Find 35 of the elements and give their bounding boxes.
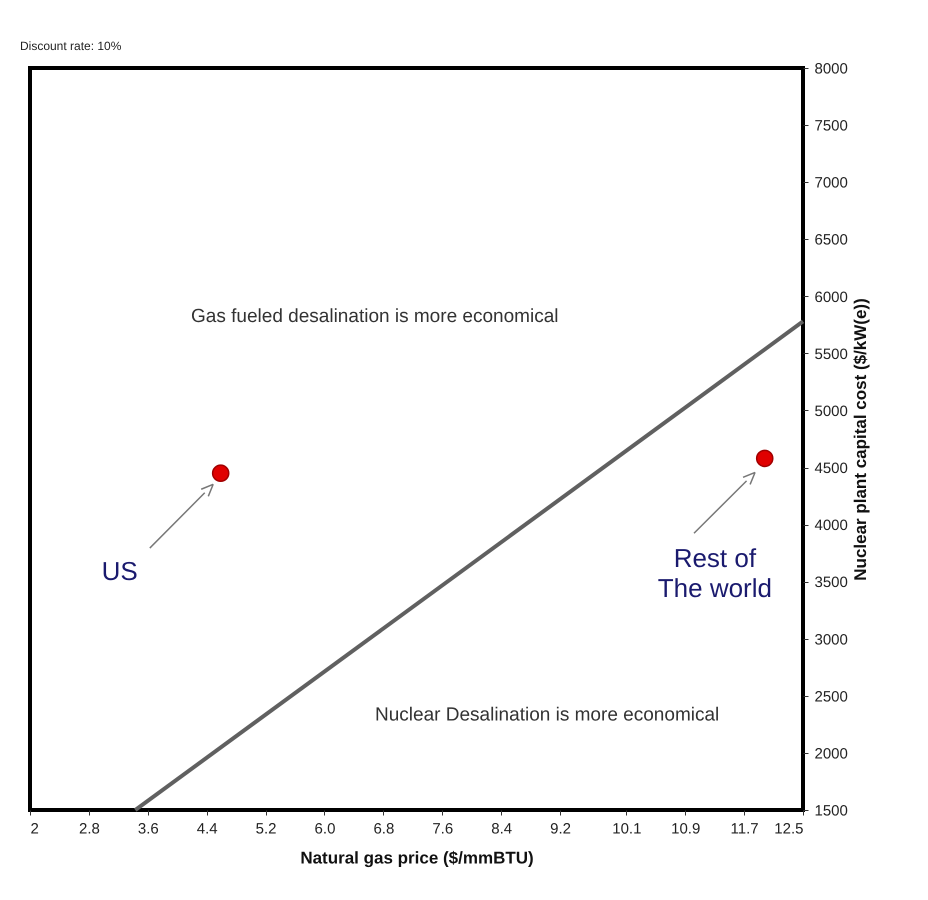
annotation: US [102,556,138,586]
x-tick-label: 10.1 [612,820,642,838]
x-tick-label: 2 [30,820,39,838]
annotation: Nuclear Desalination is more economical [375,704,720,726]
y-tick-label: 2500 [814,688,848,706]
annotation: Gas fueled desalination is more economical [190,306,559,327]
x-axis-title: Natural gas price ($/mmBTU) [300,848,534,868]
y-axis-title: Nuclear plant capital cost ($/kW(e)) [850,298,870,581]
x-tick-label: 5.2 [256,820,277,838]
x-tick-label: 7.6 [432,820,454,838]
x-tick-label: 11.7 [730,820,759,838]
x-tick-label: 6.8 [373,820,394,838]
y-tick-label: 7000 [814,174,848,192]
y-tick-label: 4000 [814,517,848,534]
x-tick-label: 2.8 [78,820,100,838]
y-tick-label: 6500 [814,232,848,249]
x-tick-label: 6.0 [314,820,336,838]
y-tick-label: 8000 [814,60,848,78]
y-tick-label: 6000 [814,288,848,306]
x-tick-label: 12.5 [774,820,804,838]
y-tick-label: 3500 [814,574,848,592]
x-tick-label: 8.4 [491,820,512,838]
annotation: Rest of The world [658,543,772,604]
x-tick-label: 3.6 [138,820,159,838]
text: Discount rate: 10% [20,39,122,53]
y-tick-label: 2000 [814,745,848,762]
x-tick-label: 4.4 [196,820,218,838]
x-tick-label: 10.9 [671,820,700,838]
y-tick-label: 5000 [814,402,848,420]
x-tick-label: 9.2 [550,820,571,838]
y-tick-label: 7500 [814,118,848,135]
y-tick-label: 3000 [814,631,848,648]
y-tick-label: 1500 [814,802,848,820]
y-tick-label: 4500 [814,460,848,478]
y-tick-label: 5500 [814,346,848,363]
